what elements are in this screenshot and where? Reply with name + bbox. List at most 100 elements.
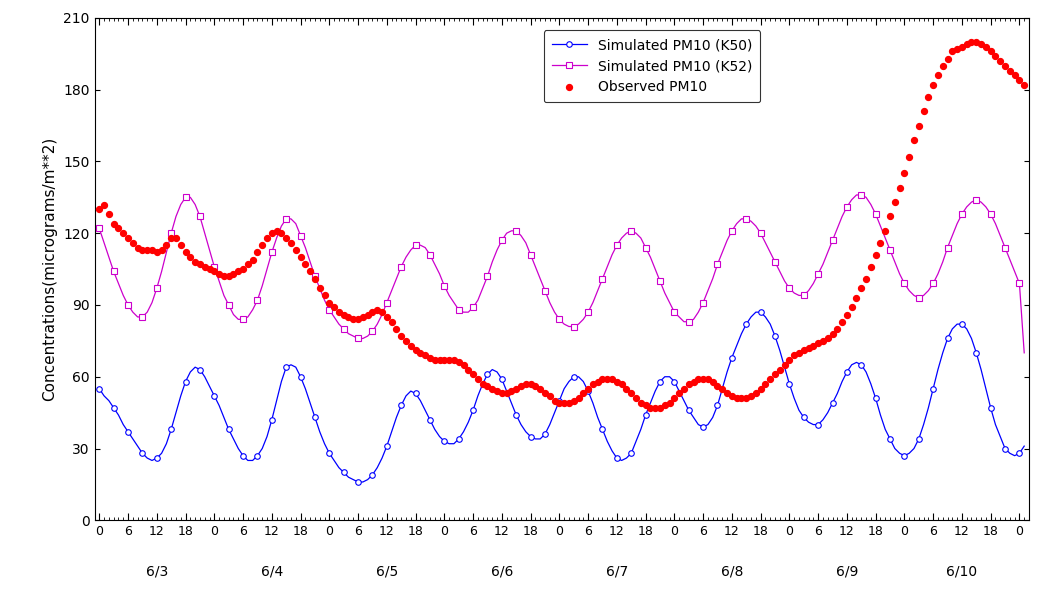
Observed PM10 (680, 379, 697, 389)
Observed PM10 (249, 248, 266, 257)
Observed PM10 (929, 71, 946, 80)
Simulated PM10 (K50) (180, 378, 192, 385)
Observed PM10 (987, 51, 1004, 61)
Simulated PM10 (K50) (533, 435, 546, 443)
Observed PM10 (666, 393, 683, 403)
Observed PM10 (819, 334, 836, 343)
Observed PM10 (206, 267, 223, 276)
Observed PM10 (546, 396, 563, 405)
Observed PM10 (982, 47, 999, 56)
Observed PM10 (848, 293, 865, 303)
Observed PM10 (632, 398, 649, 408)
Observed PM10 (153, 245, 170, 255)
Observed PM10 (608, 377, 625, 386)
Observed PM10 (968, 37, 985, 47)
Observed PM10 (326, 303, 342, 312)
Observed PM10 (781, 355, 798, 365)
Observed PM10 (101, 209, 118, 219)
Observed PM10 (402, 341, 419, 350)
Observed PM10 (752, 384, 769, 393)
Observed PM10 (129, 243, 146, 252)
Observed PM10 (312, 283, 329, 293)
Observed PM10 (873, 238, 889, 248)
Observed PM10 (441, 355, 458, 365)
Observed PM10 (172, 240, 189, 250)
Observed PM10 (1015, 80, 1032, 90)
Text: 6/6: 6/6 (490, 565, 513, 579)
Observed PM10 (891, 183, 908, 193)
Observed PM10 (839, 310, 856, 319)
Observed PM10 (288, 245, 304, 255)
Observed PM10 (815, 336, 832, 346)
Observed PM10 (407, 346, 424, 355)
Observed PM10 (555, 398, 572, 408)
Observed PM10 (580, 384, 596, 393)
Observed PM10 (949, 44, 966, 54)
Observed PM10 (234, 264, 251, 274)
Observed PM10 (518, 379, 534, 389)
Observed PM10 (527, 382, 544, 391)
Observed PM10 (125, 238, 142, 248)
Observed PM10 (292, 252, 309, 262)
Observed PM10 (642, 403, 658, 413)
Observed PM10 (264, 228, 280, 238)
Simulated PM10 (K50) (352, 478, 364, 486)
Observed PM10 (450, 358, 467, 367)
Observed PM10 (344, 315, 361, 324)
Observed PM10 (225, 269, 242, 279)
Observed PM10 (810, 338, 826, 348)
Observed PM10 (738, 393, 755, 403)
Observed PM10 (795, 346, 812, 355)
Observed PM10 (867, 250, 884, 260)
Observed PM10 (139, 245, 155, 255)
Observed PM10 (479, 382, 496, 391)
Observed PM10 (436, 355, 453, 365)
Observed PM10 (245, 255, 261, 264)
Observed PM10 (421, 353, 438, 362)
Observed PM10 (695, 374, 712, 384)
Observed PM10 (944, 47, 961, 56)
Observed PM10 (585, 379, 602, 389)
Observed PM10 (282, 238, 299, 248)
Observed PM10 (350, 315, 366, 324)
Observed PM10 (340, 312, 357, 322)
Observed PM10 (896, 169, 912, 178)
Observed PM10 (383, 317, 400, 327)
Observed PM10 (561, 398, 578, 408)
Observed PM10 (148, 248, 165, 257)
Observed PM10 (220, 271, 237, 281)
Observed PM10 (182, 252, 198, 262)
Observed PM10 (762, 374, 779, 384)
Observed PM10 (144, 245, 161, 255)
Observed PM10 (675, 384, 692, 393)
Observed PM10 (594, 374, 611, 384)
Line: Simulated PM10 (K50): Simulated PM10 (K50) (97, 309, 1027, 485)
Observed PM10 (177, 248, 194, 257)
Observed PM10 (321, 298, 338, 307)
Observed PM10 (522, 379, 539, 389)
Observed PM10 (628, 393, 645, 403)
Observed PM10 (273, 228, 290, 238)
Simulated PM10 (K50) (817, 416, 830, 423)
Observed PM10 (1006, 71, 1023, 80)
Observed PM10 (494, 389, 510, 398)
Observed PM10 (925, 80, 942, 90)
Observed PM10 (488, 386, 505, 396)
Simulated PM10 (K52) (1017, 349, 1030, 356)
Observed PM10 (637, 401, 654, 410)
Observed PM10 (748, 389, 764, 398)
Observed PM10 (905, 135, 922, 145)
Observed PM10 (1011, 75, 1028, 85)
Observed PM10 (426, 355, 443, 365)
Observed PM10 (705, 377, 721, 386)
Observed PM10 (843, 303, 860, 312)
Observed PM10 (996, 61, 1013, 71)
Observed PM10 (355, 312, 372, 322)
Observed PM10 (824, 329, 841, 338)
Observed PM10 (297, 260, 314, 269)
Simulated PM10 (K52) (836, 213, 848, 220)
Simulated PM10 (K52) (572, 321, 585, 328)
Observed PM10 (662, 398, 678, 408)
Observed PM10 (613, 379, 630, 389)
Y-axis label: Concentrations(micrograms/m**2): Concentrations(micrograms/m**2) (43, 137, 58, 401)
